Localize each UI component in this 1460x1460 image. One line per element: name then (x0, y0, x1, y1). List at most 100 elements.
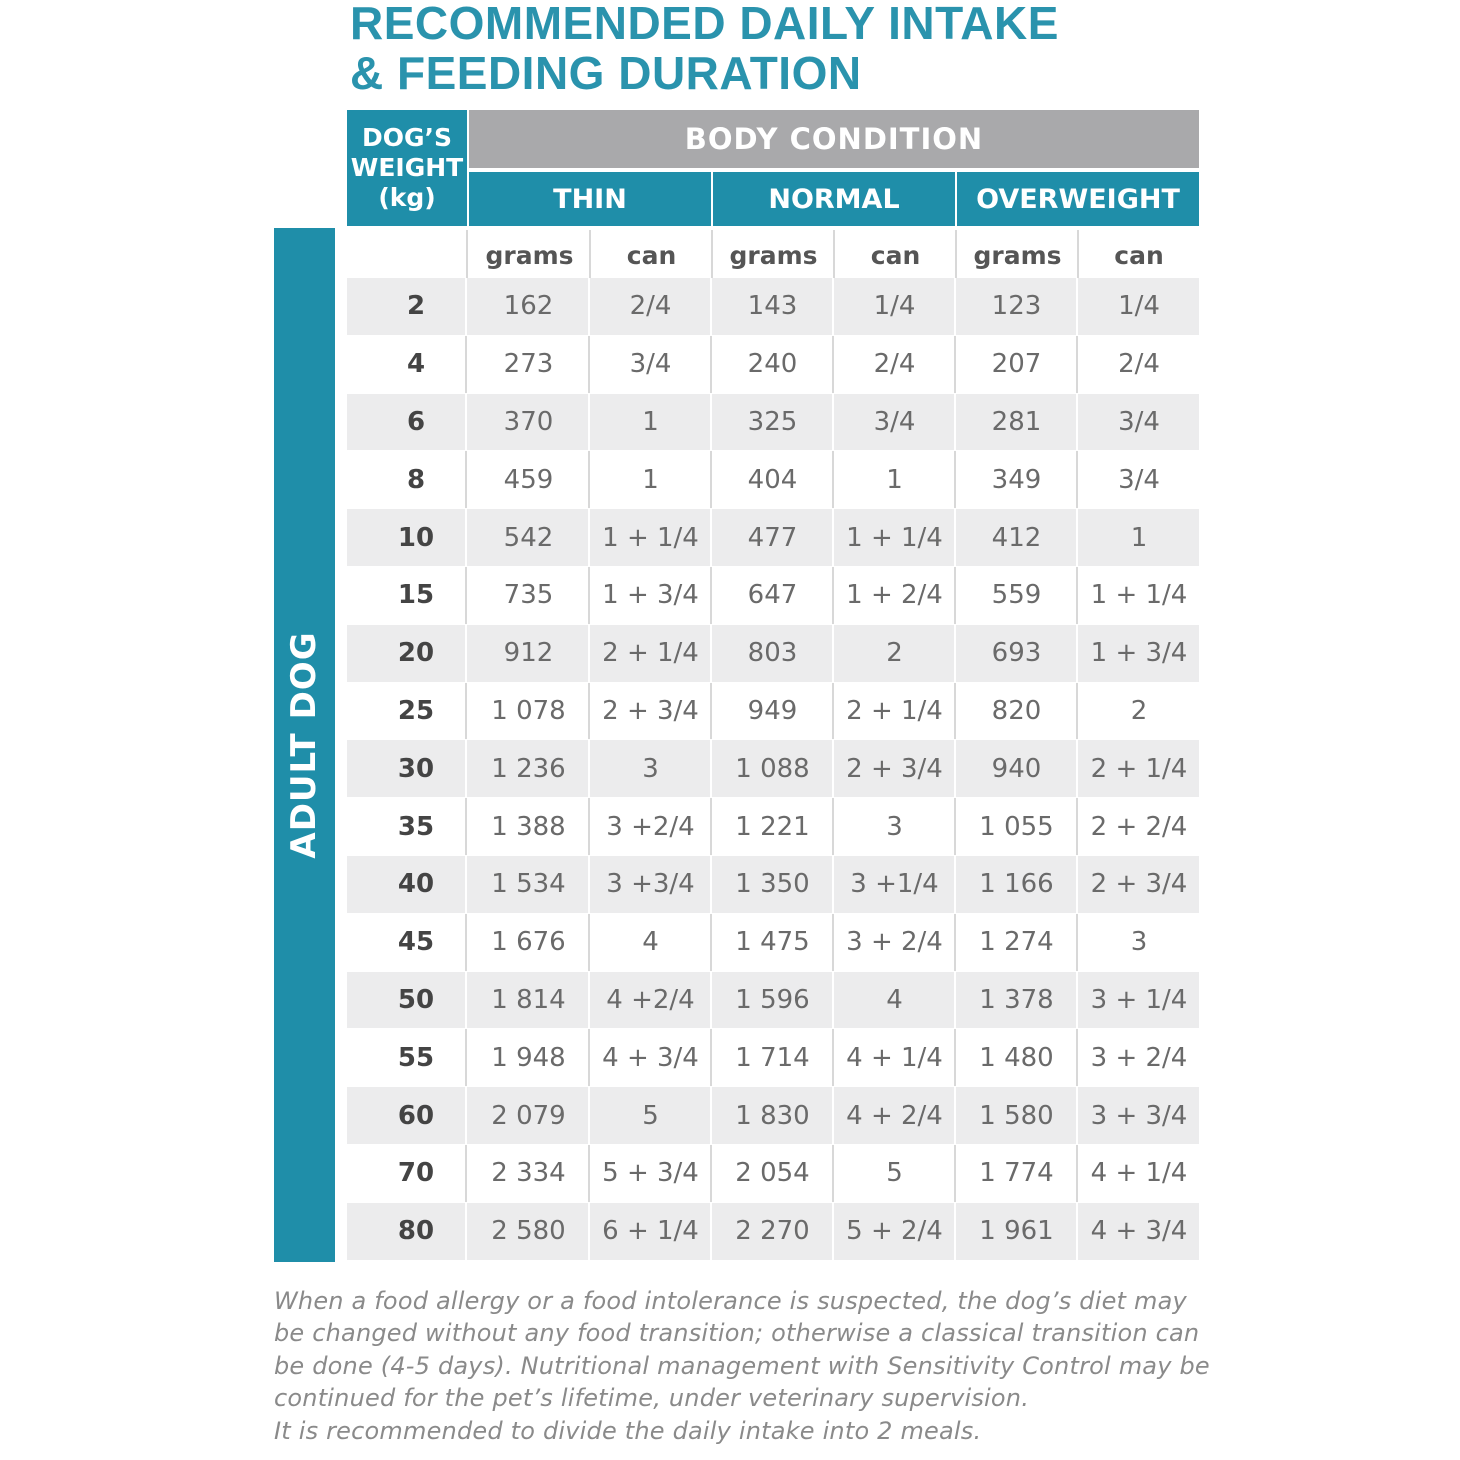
data-cell: 1 + 3/4 (1090, 638, 1188, 669)
note-line: When a food allergy or a food intoleranc… (274, 1287, 1187, 1315)
data-cell: 1 + 1/4 (835, 509, 956, 566)
data-cell: 949 (713, 682, 834, 740)
data-cell: 4 + 3/4 (1090, 1216, 1188, 1247)
data-cell: 3/4 (1118, 464, 1160, 495)
data-cell: 2 + 1/4 (1090, 753, 1188, 784)
data-cell: 1 + 3/4 (591, 567, 712, 624)
column-separator (589, 230, 591, 278)
weight-header-line: DOG’S (361, 122, 453, 152)
data-cell: 2 (835, 624, 956, 682)
data-cell: 4 + 1/4 (1090, 1158, 1188, 1189)
note-line: continued for the pet’s lifetime, under … (274, 1384, 1030, 1413)
data-cell: 693 (957, 624, 1078, 682)
data-cell: 1 480 (957, 1029, 1078, 1087)
weight-cell: 55 (347, 1029, 467, 1087)
data-cell: 143 (713, 278, 834, 335)
data-cell: 1 830 (713, 1087, 834, 1144)
data-cell: 2 + 3/4 (1090, 869, 1188, 900)
weight-cell: 50 (347, 971, 467, 1029)
data-cell: 647 (713, 567, 834, 624)
data-cell: 1 (1130, 522, 1148, 553)
data-cell: 2/4 (1118, 349, 1160, 380)
data-cell: 2 + 3/4 (591, 682, 712, 740)
weight-cell: 45 (347, 913, 467, 971)
data-cell: 1 676 (469, 913, 590, 971)
data-cell: 3 + 2/4 (835, 913, 956, 971)
data-cell: 2 079 (469, 1087, 590, 1144)
data-cell: 1 + 1/4 (591, 509, 712, 566)
data-cell: 1 055 (957, 798, 1078, 855)
weight-cell: 40 (347, 856, 467, 913)
data-cell: 281 (957, 393, 1078, 451)
body-condition-header: BODY CONDITION (469, 110, 1199, 168)
data-cell: 477 (713, 509, 834, 566)
data-cell: 1 948 (469, 1029, 590, 1087)
column-separator (833, 230, 835, 278)
data-cell: 1 (591, 393, 712, 451)
data-cell: 1/4 (835, 278, 956, 335)
row-shade (347, 624, 1199, 682)
weight-header-line: WEIGHT (350, 152, 464, 182)
data-cell: 4 +2/4 (591, 971, 712, 1029)
data-cell: 404 (713, 451, 834, 509)
weight-header-line: (kg) (378, 182, 436, 212)
data-cell: 1 + 2/4 (835, 567, 956, 624)
data-cell: 207 (957, 335, 1078, 393)
data-cell: 4 (835, 971, 956, 1029)
data-cell: 1 534 (469, 856, 590, 913)
column-separator (1077, 230, 1079, 278)
data-cell: 542 (469, 509, 590, 566)
data-cell: 370 (469, 393, 590, 451)
row-shade (347, 740, 1199, 798)
column-subheader: grams (973, 240, 1062, 270)
data-cell: 123 (957, 278, 1078, 335)
data-cell: 2 + 1/4 (835, 682, 956, 740)
data-cell: 1 166 (957, 856, 1078, 913)
note-line: be done (4-5 days). Nutritional manageme… (274, 1351, 1210, 1380)
data-cell: 735 (469, 567, 590, 624)
data-cell: 1 378 (957, 971, 1078, 1029)
data-cell: 3 + 3/4 (1090, 1100, 1188, 1131)
weight-cell: 8 (347, 451, 467, 509)
weight-cell: 80 (347, 1202, 467, 1260)
title-line: RECOMMENDED DAILY INTAKE (350, 0, 1059, 49)
weight-cell: 20 (347, 624, 467, 682)
weight-header-bg (347, 110, 467, 226)
data-cell: 1 350 (713, 856, 834, 913)
column-subheader: grams (485, 240, 574, 270)
row-shade (347, 856, 1199, 913)
data-cell: 4 + 3/4 (591, 1029, 712, 1087)
weight-cell: 35 (347, 798, 467, 855)
data-cell: 1 236 (469, 740, 590, 798)
data-cell: 325 (713, 393, 834, 451)
weight-cell: 2 (347, 278, 467, 335)
data-cell: 2 (1130, 695, 1148, 726)
group-header: NORMAL (713, 172, 955, 226)
data-cell: 803 (713, 624, 834, 682)
data-cell: 412 (957, 509, 1078, 566)
data-cell: 1 596 (713, 971, 834, 1029)
weight-cell: 70 (347, 1145, 467, 1202)
note-line: be changed without any food transition; … (274, 1319, 1200, 1348)
weight-cell: 60 (347, 1087, 467, 1144)
weight-cell: 6 (347, 393, 467, 451)
column-subheader: can (626, 240, 677, 270)
side-label: ADULT DOG (284, 631, 324, 859)
data-cell: 3 +2/4 (591, 798, 712, 855)
column-subheader: can (1114, 240, 1164, 270)
weight-cell: 25 (347, 682, 467, 740)
column-subheader: can (870, 240, 921, 270)
data-cell: 2 054 (713, 1145, 834, 1202)
data-cell: 3 + 2/4 (1090, 1042, 1188, 1073)
data-cell: 5 + 2/4 (835, 1202, 956, 1260)
data-cell: 1 714 (713, 1029, 834, 1087)
data-cell: 940 (957, 740, 1078, 798)
weight-cell: 4 (347, 335, 467, 393)
group-header: OVERWEIGHT (957, 172, 1199, 226)
column-separator (466, 230, 468, 278)
data-cell: 1 774 (957, 1145, 1078, 1202)
data-cell: 349 (957, 451, 1078, 509)
data-cell: 1 078 (469, 682, 590, 740)
data-cell: 1 388 (469, 798, 590, 855)
